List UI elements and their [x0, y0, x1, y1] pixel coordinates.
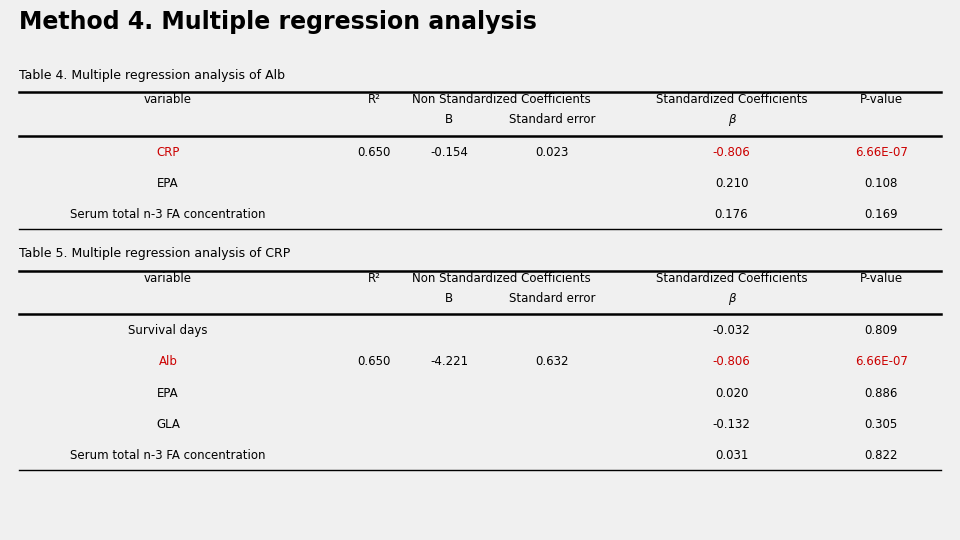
Text: 0.305: 0.305 [865, 418, 898, 431]
Text: variable: variable [144, 93, 192, 106]
Text: EPA: EPA [157, 387, 179, 400]
Text: Non Standardized Coefficients: Non Standardized Coefficients [412, 93, 590, 106]
Text: 0.023: 0.023 [536, 146, 568, 159]
Text: 0.809: 0.809 [865, 324, 898, 337]
Text: -0.806: -0.806 [712, 355, 751, 368]
Text: CRP: CRP [156, 146, 180, 159]
Text: Standardized Coefficients: Standardized Coefficients [656, 93, 807, 106]
Text: Standardized Coefficients: Standardized Coefficients [656, 272, 807, 285]
Text: 6.66E-07: 6.66E-07 [854, 146, 908, 159]
Text: 0.031: 0.031 [715, 449, 748, 462]
Text: -0.032: -0.032 [712, 324, 751, 337]
Text: 0.020: 0.020 [715, 387, 748, 400]
Text: R²: R² [368, 93, 381, 106]
Text: 0.822: 0.822 [865, 449, 898, 462]
Text: 0.108: 0.108 [865, 177, 898, 190]
Text: Serum total n-3 FA concentration: Serum total n-3 FA concentration [70, 449, 266, 462]
Text: Standard error: Standard error [509, 113, 595, 126]
Text: B: B [445, 113, 453, 126]
Text: 0.886: 0.886 [865, 387, 898, 400]
Text: Table 4. Multiple regression analysis of Alb: Table 4. Multiple regression analysis of… [19, 69, 285, 82]
Text: 0.210: 0.210 [715, 177, 748, 190]
Text: -0.806: -0.806 [712, 146, 751, 159]
Text: 0.650: 0.650 [358, 146, 391, 159]
Text: -4.221: -4.221 [430, 355, 468, 368]
Text: variable: variable [144, 272, 192, 285]
Text: Table 5. Multiple regression analysis of CRP: Table 5. Multiple regression analysis of… [19, 247, 291, 260]
Text: -0.132: -0.132 [712, 418, 751, 431]
Text: β: β [728, 292, 735, 305]
Text: EPA: EPA [157, 177, 179, 190]
Text: R²: R² [368, 272, 381, 285]
Text: Method 4. Multiple regression analysis: Method 4. Multiple regression analysis [19, 10, 537, 33]
Text: Alb: Alb [158, 355, 178, 368]
Text: Standard error: Standard error [509, 292, 595, 305]
Text: 6.66E-07: 6.66E-07 [854, 355, 908, 368]
Text: Survival days: Survival days [129, 324, 207, 337]
Text: -0.154: -0.154 [430, 146, 468, 159]
Text: 0.632: 0.632 [536, 355, 568, 368]
Text: Serum total n-3 FA concentration: Serum total n-3 FA concentration [70, 208, 266, 221]
Text: B: B [445, 292, 453, 305]
Text: P-value: P-value [860, 93, 902, 106]
Text: β: β [728, 113, 735, 126]
Text: GLA: GLA [156, 418, 180, 431]
Text: 0.650: 0.650 [358, 355, 391, 368]
Text: 0.176: 0.176 [714, 208, 749, 221]
Text: P-value: P-value [860, 272, 902, 285]
Text: 0.169: 0.169 [864, 208, 899, 221]
Text: Non Standardized Coefficients: Non Standardized Coefficients [412, 272, 590, 285]
